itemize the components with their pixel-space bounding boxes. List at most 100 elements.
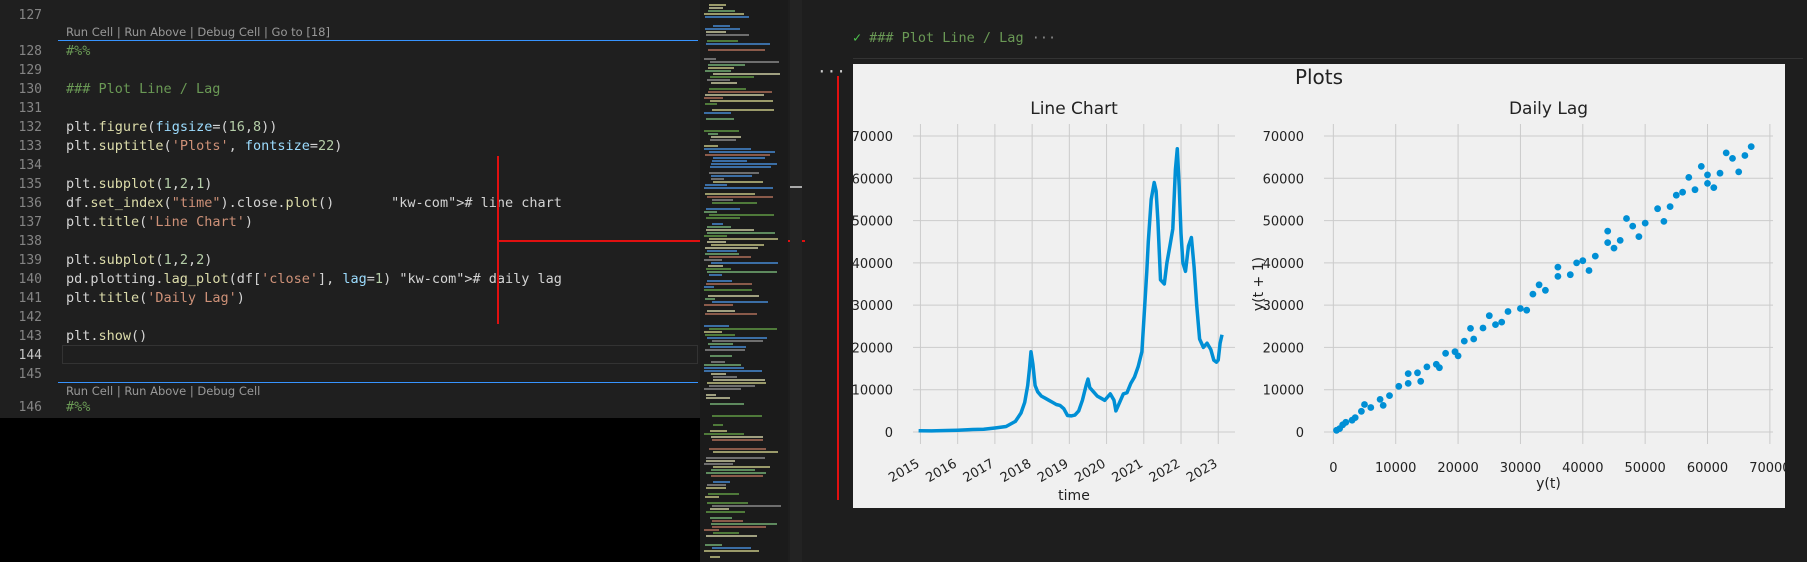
codelens-go-to-18-[interactable]: Go to [18]: [271, 25, 330, 39]
codelens-bottom[interactable]: Run Cell | Run Above | Debug Cell: [66, 383, 260, 399]
minimap-row: [713, 424, 723, 426]
codelens-run-cell[interactable]: Run Cell: [66, 384, 114, 398]
minimap-row: [711, 82, 737, 84]
codelens-run-above[interactable]: Run Above: [124, 25, 187, 39]
scrollbar-thumb[interactable]: [790, 186, 802, 188]
code-line[interactable]: plt.suptitle('Plots', fontsize=22): [66, 138, 343, 154]
codelens-separator: |: [186, 25, 198, 39]
scatter-point: [1417, 377, 1425, 385]
minimap-row: [704, 388, 741, 390]
minimap-row: [712, 520, 743, 522]
scatter-point: [1616, 237, 1624, 244]
codelens-run-cell[interactable]: Run Cell: [66, 25, 114, 39]
minimap-row: [707, 226, 731, 228]
plot-svg: Plots 0 10000 20000 30000 40000 50000 60000 7000…: [852, 65, 1791, 504]
codelens-separator: |: [186, 384, 198, 398]
output-more-icon[interactable]: ···: [817, 62, 846, 81]
more-icon[interactable]: ···: [1031, 30, 1057, 46]
scatter-point: [1498, 318, 1506, 326]
code-editor[interactable]: 127 128 #%% 129 130 ### Plot Line / Lag 131 132…: [0, 0, 700, 418]
minimap-row: [705, 334, 735, 336]
minimap-row: [709, 448, 766, 450]
scrollbar[interactable]: [790, 0, 802, 562]
scatter-point: [1479, 324, 1487, 332]
scatter-point: [1460, 337, 1468, 345]
code-line[interactable]: df.set_index("time").close.plot() "kw-co…: [66, 195, 562, 211]
terminal-panel[interactable]: [0, 418, 700, 562]
minimap-row: [710, 346, 746, 348]
line-number: 138: [18, 234, 42, 249]
minimap-row: [704, 289, 752, 291]
minimap-row: [705, 349, 745, 351]
minimap-row: [711, 523, 777, 525]
minimap-row: [712, 547, 751, 549]
minimap-row: [710, 166, 771, 168]
scatter-point: [1342, 418, 1350, 426]
scatter-point: [1467, 325, 1474, 332]
line-number: 146: [18, 400, 42, 415]
scatter-point: [1747, 143, 1755, 150]
minimap-row: [711, 244, 764, 246]
minimap-row: [704, 331, 722, 333]
code-line[interactable]: plt.figure(figsize=(16,8)): [66, 119, 278, 135]
code-line[interactable]: plt.subplot(1,2,1): [66, 176, 213, 192]
minimap-row: [712, 340, 763, 342]
scatter-point: [1741, 152, 1749, 159]
line-number: 145: [18, 367, 42, 382]
code-line[interactable]: pd.plotting.lag_plot(df['close'], lag=1)…: [66, 271, 562, 287]
minimap-row: [706, 457, 765, 459]
scatter-point: [1722, 149, 1730, 157]
minimap-row: [708, 64, 745, 66]
code-line[interactable]: #%%: [66, 43, 91, 59]
scatter-point: [1542, 286, 1549, 294]
code-line[interactable]: plt.subplot(1,2,2): [66, 252, 213, 268]
minimap-row: [707, 310, 735, 312]
codelens-debug-cell[interactable]: Debug Cell: [197, 25, 261, 39]
minimap-row: [711, 175, 752, 177]
scatter-point: [1685, 174, 1693, 181]
output-separator: [853, 58, 1803, 59]
scatter-point: [1691, 186, 1699, 194]
minimap-row: [709, 274, 722, 276]
minimap-row: [711, 436, 763, 438]
y-tick-label: 70000: [1263, 130, 1304, 145]
minimap-row: [711, 361, 725, 363]
scatter-point: [1697, 163, 1705, 170]
scatter-point: [1585, 267, 1593, 274]
codelens-run-above[interactable]: Run Above: [124, 384, 187, 398]
minimap[interactable]: [700, 0, 788, 562]
x-tick-label: 10000: [1375, 461, 1416, 476]
minimap-row: [713, 376, 737, 378]
scatter-point: [1729, 155, 1736, 162]
line-number: 141: [18, 291, 42, 306]
y-tick-label: 50000: [853, 215, 893, 230]
x-tick-label: 2023: [1184, 456, 1220, 486]
codelens-top[interactable]: Run Cell | Run Above | Debug Cell | Go t…: [66, 24, 330, 40]
minimap-row: [712, 439, 763, 441]
scatter-point: [1470, 335, 1478, 343]
x-tick-label: 2015: [886, 456, 922, 486]
scatter-point: [1735, 168, 1743, 176]
scatter-point: [1573, 259, 1580, 267]
code-line[interactable]: plt.title('Daily Lag'): [66, 290, 245, 306]
minimap-row: [704, 235, 727, 237]
minimap-row: [713, 466, 770, 468]
minimap-row: [712, 415, 762, 417]
codelens-debug-cell[interactable]: Debug Cell: [197, 384, 261, 398]
y-tick-label: 30000: [853, 299, 893, 314]
code-line[interactable]: #%%: [66, 399, 91, 415]
plot-figure: Plots 0 10000 20000 30000 40000 50000 60000 7000…: [852, 64, 1791, 508]
output-header[interactable]: ✓ ### Plot Line / Lag ···: [853, 30, 1056, 46]
scatter-point: [1554, 263, 1562, 271]
scatter-point: [1336, 425, 1343, 432]
scatter-point: [1529, 290, 1537, 298]
line-number: 143: [18, 329, 42, 344]
x-axis-label: y(t): [1536, 476, 1561, 492]
code-line[interactable]: plt.show(): [66, 328, 148, 344]
y-axis-label: y(t + 1): [1251, 257, 1267, 311]
output-header-text: ### Plot Line / Lag: [869, 30, 1024, 46]
x-tick-label: 50000: [1624, 461, 1665, 476]
code-line[interactable]: ### Plot Line / Lag: [66, 81, 221, 97]
code-line[interactable]: plt.title('Line Chart'): [66, 214, 253, 230]
y-tick-label: 0: [885, 426, 893, 441]
